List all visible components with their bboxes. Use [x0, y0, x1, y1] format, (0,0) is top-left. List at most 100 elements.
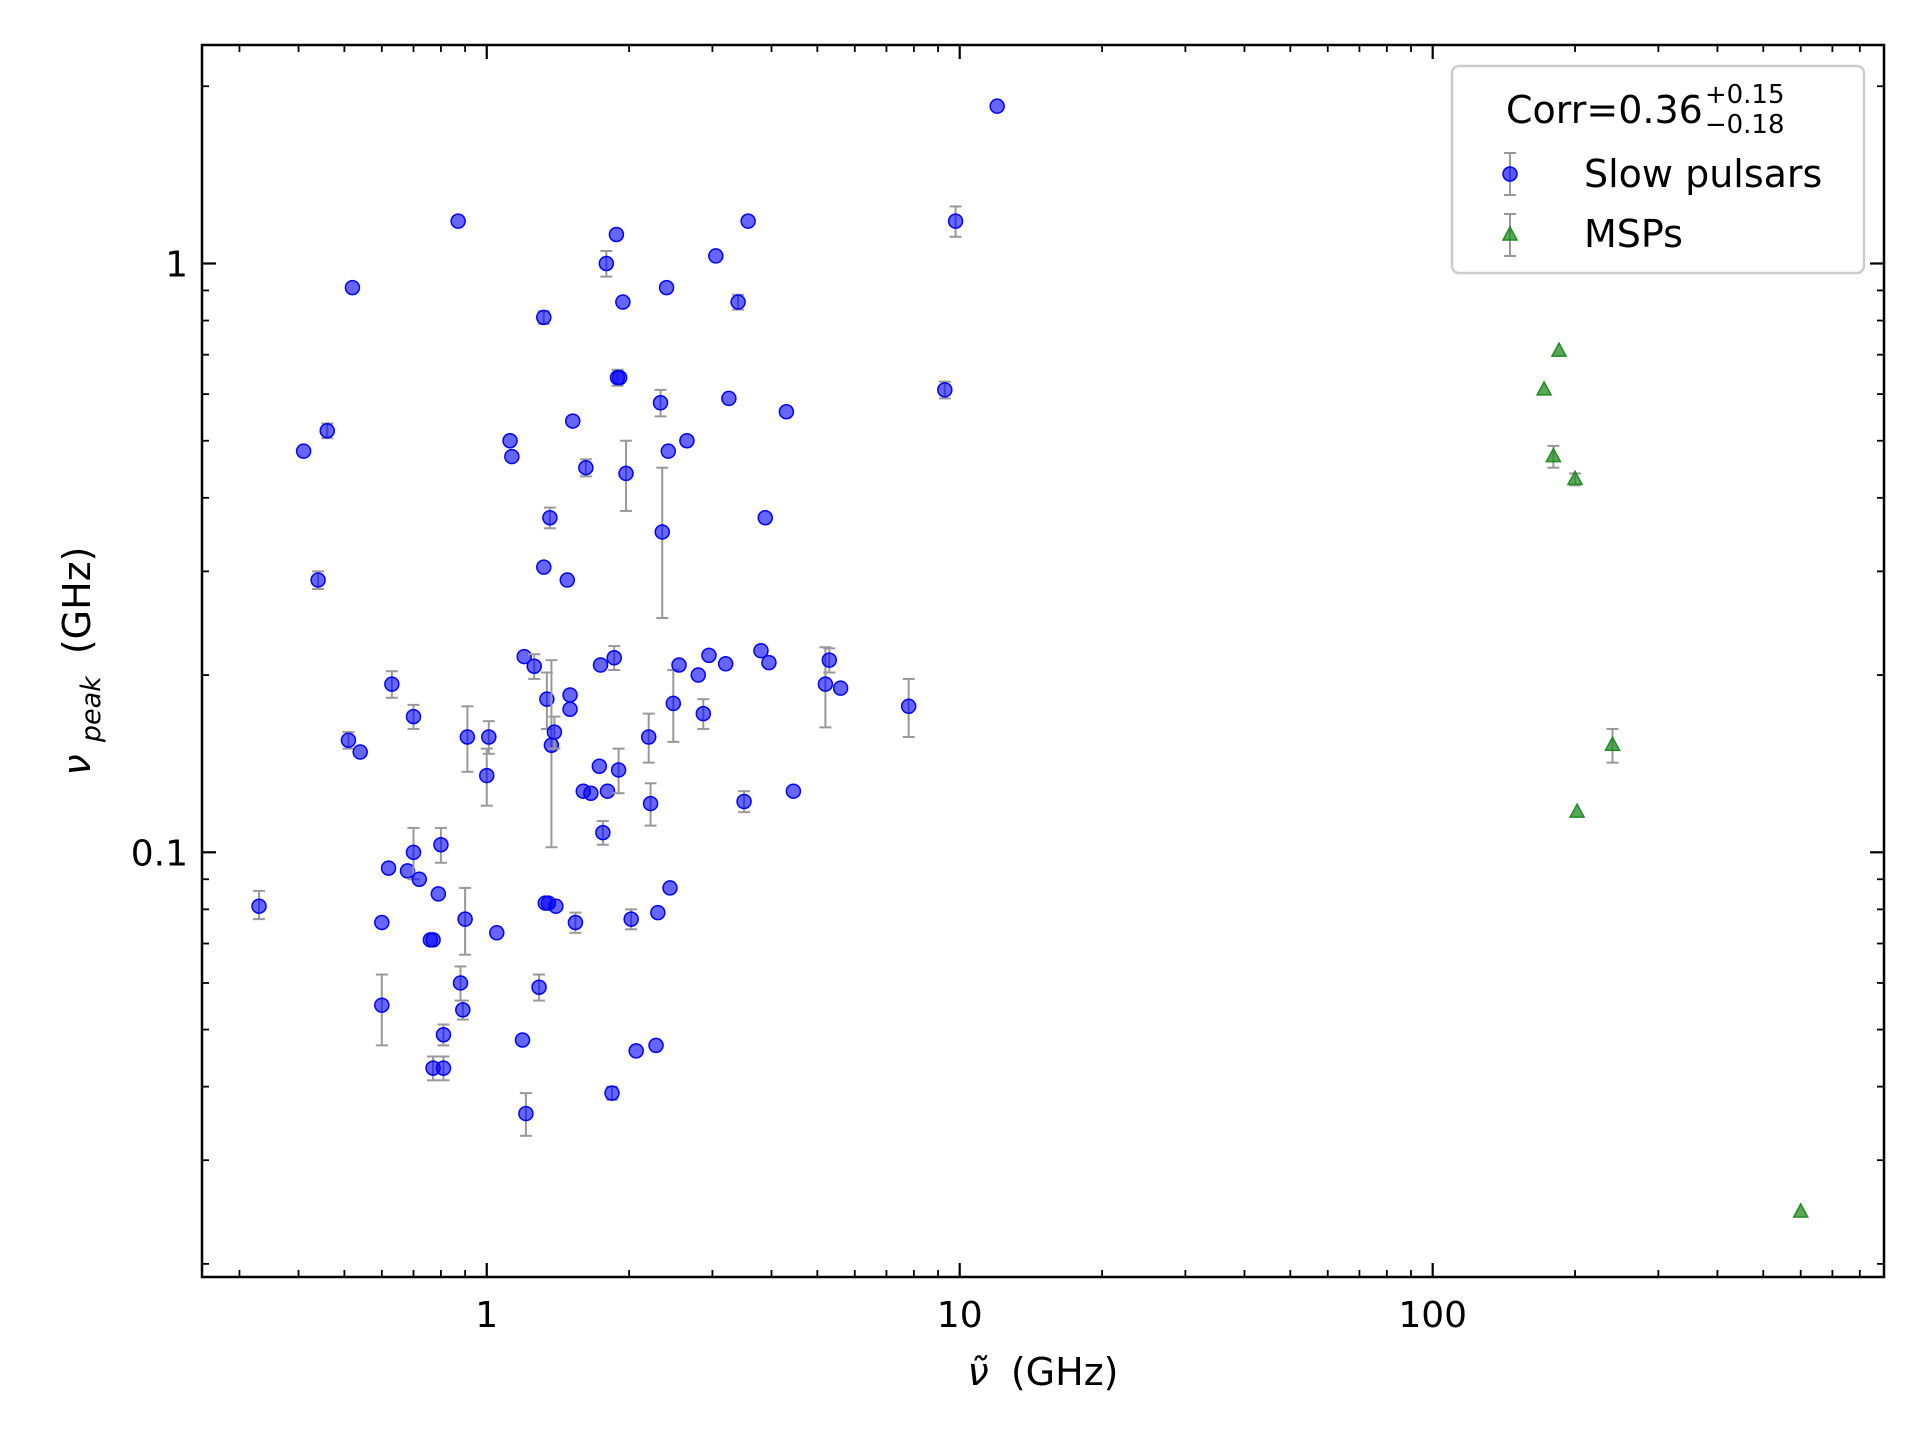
- data-point: [642, 795, 659, 812]
- data-point: [251, 898, 267, 914]
- legend-corr-minus: −0.18: [1705, 110, 1785, 140]
- data-point: [1545, 446, 1562, 463]
- x-tick-label: 10: [937, 1295, 983, 1336]
- data-point: [578, 459, 594, 476]
- data-point: [452, 975, 469, 991]
- data-point: [757, 509, 773, 526]
- data-point: [430, 886, 447, 902]
- legend: Corr=0.36 +0.15 −0.18 Slow pulsars MSPs: [1450, 64, 1866, 275]
- data-point: [610, 762, 627, 778]
- data-point: [548, 898, 564, 914]
- legend-corr-value: Corr=0.36: [1506, 88, 1703, 132]
- data-point: [344, 279, 361, 296]
- data-point: [761, 654, 777, 671]
- data-point: [591, 758, 608, 775]
- legend-label-msp: MSPs: [1584, 212, 1683, 256]
- y-axis-subscript: peak: [76, 675, 107, 743]
- data-point: [539, 691, 555, 707]
- data-point: [736, 793, 752, 810]
- data-point: [425, 932, 441, 948]
- triangle-marker-icon: [1501, 225, 1519, 241]
- data-points: [251, 98, 1809, 1218]
- x-axis-symbol: ν̃: [968, 1350, 989, 1394]
- data-point: [516, 648, 532, 665]
- data-point: [536, 559, 552, 575]
- x-axis-unit: (GHz): [1011, 1350, 1119, 1394]
- data-point: [721, 390, 737, 407]
- data-point: [658, 279, 675, 296]
- data-point: [455, 1002, 471, 1018]
- y-axis-symbol: ν: [55, 754, 99, 775]
- data-point: [1604, 735, 1621, 751]
- x-tick-label: 100: [1398, 1295, 1467, 1336]
- data-point: [595, 824, 611, 841]
- data-point: [502, 432, 518, 449]
- data-point: [652, 395, 669, 411]
- data-point: [753, 642, 769, 659]
- data-point: [399, 863, 416, 879]
- data-point: [481, 729, 497, 745]
- data-point: [565, 413, 581, 429]
- data-point: [562, 687, 578, 703]
- data-point: [450, 213, 466, 229]
- data-point: [606, 650, 622, 666]
- series-msps: [1535, 341, 1809, 1218]
- data-point: [615, 294, 631, 310]
- data-point: [567, 914, 584, 931]
- data-point: [817, 676, 834, 692]
- data-point: [778, 404, 795, 420]
- legend-correlation: Corr=0.36: [1506, 88, 1703, 132]
- legend-corr-plus: +0.15: [1705, 80, 1785, 110]
- data-point: [947, 213, 964, 229]
- data-point: [785, 783, 802, 799]
- data-point: [405, 708, 422, 725]
- legend-label-slow: Slow pulsars: [1584, 152, 1822, 196]
- y-tick-label: 0.1: [131, 833, 188, 874]
- data-point: [611, 369, 628, 386]
- data-point: [384, 676, 400, 692]
- data-point: [457, 911, 473, 927]
- data-point: [1550, 341, 1568, 357]
- data-point: [1792, 1202, 1809, 1218]
- data-point: [543, 737, 560, 753]
- legend-item-slow: Slow pulsars: [1502, 152, 1822, 196]
- data-point: [479, 767, 495, 784]
- data-point: [411, 871, 428, 888]
- data-point: [459, 729, 476, 745]
- data-point: [559, 572, 576, 588]
- data-point: [435, 1060, 452, 1076]
- data-point: [489, 925, 505, 941]
- data-point: [562, 701, 578, 717]
- data-point: [665, 695, 682, 712]
- y-axis-title: ν peak (GHz): [55, 547, 109, 776]
- data-point: [352, 744, 368, 760]
- data-point: [310, 572, 326, 588]
- data-point: [654, 524, 671, 540]
- data-point: [662, 880, 678, 896]
- data-point: [717, 656, 734, 672]
- data-point: [608, 226, 625, 243]
- data-point: [695, 705, 712, 722]
- data-point: [374, 914, 390, 931]
- data-point: [340, 732, 357, 748]
- data-point: [1566, 469, 1584, 486]
- data-point: [319, 422, 335, 439]
- data-point: [1535, 380, 1553, 396]
- data-point: [628, 1043, 644, 1059]
- data-point: [671, 657, 687, 673]
- x-tick-label: 1: [475, 1295, 498, 1336]
- data-point: [295, 443, 312, 459]
- legend-item-msp: MSPs: [1501, 212, 1683, 257]
- data-point: [648, 1037, 664, 1054]
- data-point: [374, 997, 390, 1013]
- data-point: [405, 844, 422, 861]
- data-point: [504, 448, 520, 465]
- data-point: [690, 667, 706, 683]
- data-point: [514, 1032, 531, 1048]
- data-point: [433, 837, 449, 853]
- series-slow-pulsars: [251, 98, 1005, 1137]
- y-axis-unit: (GHz): [55, 547, 99, 655]
- data-point: [531, 979, 547, 995]
- data-point: [701, 647, 717, 664]
